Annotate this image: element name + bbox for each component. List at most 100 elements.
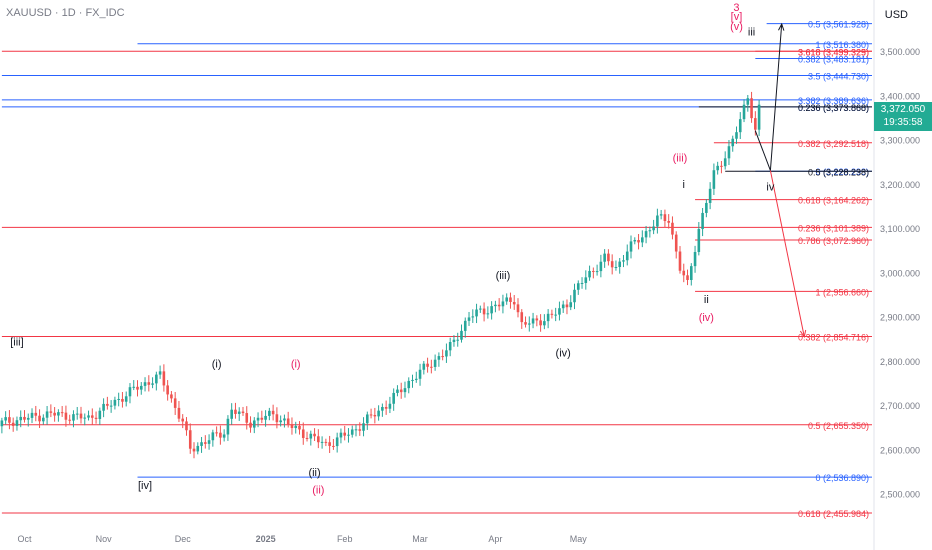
- candle-body: [445, 350, 448, 357]
- candle-body: [381, 406, 384, 411]
- candle-body: [4, 417, 7, 421]
- wave-label: (i): [212, 358, 222, 370]
- wave-label: [v]: [731, 11, 743, 23]
- candle-body: [546, 313, 550, 322]
- candle-body: [211, 432, 215, 441]
- wave-label: (ii): [308, 467, 320, 479]
- candle-body: [256, 417, 260, 421]
- fib-level-label: 0.618 (3,164.262): [798, 196, 869, 206]
- candle-body: [373, 414, 377, 417]
- x-tick-label: Apr: [488, 534, 502, 544]
- candle-body: [403, 388, 407, 393]
- candle-body: [516, 304, 520, 313]
- candle-body: [188, 430, 192, 449]
- y-tick-label: 3,500.000: [880, 47, 920, 57]
- fib-level-label: 1 (3,516.380): [815, 40, 869, 50]
- candle-body: [230, 409, 233, 419]
- candle-body: [550, 313, 554, 315]
- candle-body: [501, 301, 505, 307]
- candle-body: [580, 282, 584, 284]
- candle-body: [249, 422, 252, 428]
- candle-body: [268, 410, 271, 416]
- wave-label: i: [683, 179, 685, 191]
- candle-body: [219, 432, 222, 438]
- candle-body: [204, 442, 207, 444]
- candle-body: [151, 383, 154, 385]
- candle-body: [656, 215, 659, 227]
- candle-body: [693, 252, 697, 267]
- candle-body: [335, 437, 339, 447]
- y-tick-label: 3,000.000: [880, 268, 920, 278]
- y-tick-label: 2,700.000: [880, 401, 920, 411]
- candle-body: [8, 417, 11, 423]
- candle-body: [113, 399, 117, 406]
- candle-body: [539, 320, 542, 326]
- candle-body: [366, 414, 369, 424]
- candle-body: [497, 304, 501, 307]
- candle-body: [155, 374, 158, 384]
- candle-body: [456, 339, 460, 341]
- y-tick-label: 3,100.000: [880, 224, 920, 234]
- candle-body: [94, 417, 98, 419]
- candle-body: [377, 410, 380, 417]
- candle-body: [215, 432, 218, 434]
- fib-level-label: 0 (3,228.293): [815, 167, 869, 177]
- candle-body: [181, 418, 185, 422]
- currency-label: USD: [884, 9, 908, 21]
- wave-label: iv: [766, 181, 774, 193]
- candle-body: [358, 429, 362, 431]
- candle-body: [595, 271, 599, 273]
- candle-body: [162, 371, 166, 386]
- candle-body: [34, 412, 38, 416]
- candle-body: [531, 318, 535, 324]
- candle-body: [0, 420, 4, 427]
- countdown: 19:35:58: [883, 117, 923, 128]
- candle-body: [437, 356, 441, 360]
- x-tick-label: Oct: [17, 534, 32, 544]
- candle-body: [332, 445, 335, 447]
- candle-body: [648, 230, 652, 232]
- candle-body: [275, 414, 279, 423]
- candle-body: [42, 417, 45, 422]
- candle-body: [625, 251, 629, 261]
- candle-body: [124, 396, 128, 402]
- candle-body: [241, 411, 245, 414]
- candle-body: [369, 414, 373, 416]
- fib-level-label: 3.618 (3,499.329): [798, 47, 869, 57]
- wave-label: (iii): [496, 270, 511, 282]
- fib-level-label: 3.382 (3,389.636): [798, 96, 869, 106]
- candle-body: [57, 412, 60, 416]
- fib-level-label: 0.5 (3,561.928): [808, 20, 869, 30]
- arrow-head: [778, 22, 785, 31]
- candle-body: [264, 415, 267, 420]
- candle-body: [708, 188, 712, 203]
- fib-level-label: 0.618 (2,455.984): [798, 509, 869, 519]
- candle-body: [286, 418, 290, 425]
- candle-body: [723, 158, 727, 167]
- fib-level-label: 0.5 (3,228.238): [808, 167, 869, 177]
- candle-body: [252, 420, 256, 428]
- candle-body: [343, 432, 347, 436]
- candle-body: [328, 442, 331, 446]
- candle-body: [659, 214, 663, 216]
- candle-body: [399, 389, 403, 393]
- candle-body: [271, 410, 275, 415]
- candle-body: [527, 323, 531, 325]
- candle-body: [309, 433, 313, 439]
- candle-body: [674, 234, 678, 252]
- candle-body: [298, 425, 301, 430]
- candle-body: [339, 432, 343, 438]
- candle-body: [392, 392, 395, 404]
- candle-body: [30, 412, 34, 418]
- candle-body: [554, 314, 557, 316]
- y-tick-label: 2,900.000: [880, 313, 920, 323]
- candle-body: [384, 406, 388, 409]
- fib-level-label: 0.786 (3,072.960): [798, 236, 869, 246]
- y-tick-label: 3,300.000: [880, 136, 920, 146]
- candle-body: [128, 387, 132, 397]
- candle-body: [576, 283, 580, 290]
- x-tick-label: Feb: [337, 534, 353, 544]
- candle-body: [426, 363, 429, 367]
- candle-body: [433, 359, 437, 367]
